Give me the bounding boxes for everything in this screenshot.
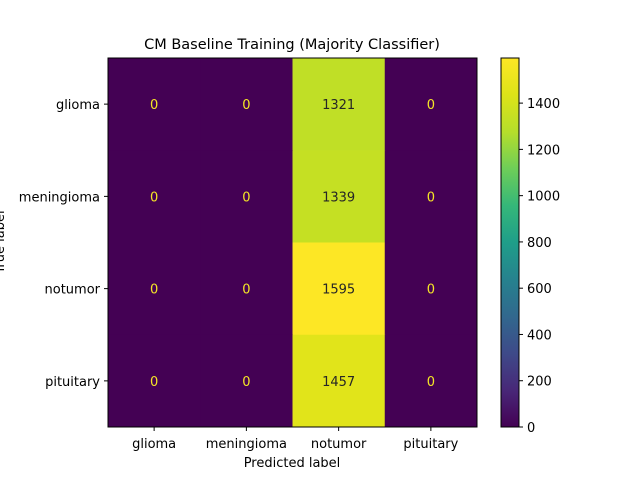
matrix-cell: [292, 150, 386, 243]
matrix-frame: [107, 57, 478, 428]
colorbar-tick-label: 600: [527, 282, 552, 297]
x-axis-label: Predicted label: [244, 456, 341, 471]
colorbar-tick-label: 1400: [527, 97, 560, 112]
matrix-cell: [384, 242, 478, 336]
matrix-cell-value: 1457: [322, 375, 355, 390]
colorbar: [500, 57, 520, 428]
matrix-cell: [108, 242, 201, 336]
matrix-cell: [200, 242, 293, 336]
matrix-cell-value: 0: [150, 375, 158, 390]
x-tick-label: notumor: [311, 437, 367, 452]
matrix-cell: [200, 334, 293, 428]
matrix-cell-value: 0: [427, 190, 435, 205]
colorbar-ticks: 0 200 400 600 800 1000 1200 1400: [519, 97, 560, 436]
matrix-cell-labels: 0 0 1321 0 0 0 1339 0 0 0 1595 0 0 0 1457 0: [150, 98, 435, 390]
x-tick-label: glioma: [132, 437, 176, 452]
matrix-cell-value: 0: [242, 375, 250, 390]
matrix-cell-value: 1595: [322, 283, 355, 298]
matrix-cell-value: 0: [427, 98, 435, 113]
matrix-cell: [108, 150, 201, 243]
matrix-cell: [292, 58, 386, 151]
y-tick-label: notumor: [45, 283, 101, 298]
matrix-cell-value: 0: [150, 98, 158, 113]
matrix-cell-value: 1321: [322, 98, 355, 113]
x-tick-label: meningioma: [206, 437, 287, 452]
matrix-cell-value: 0: [150, 190, 158, 205]
matrix-cell: [384, 58, 478, 151]
matrix-cell: [292, 334, 386, 428]
colorbar-tick-label: 800: [527, 236, 552, 251]
matrix-cell-value: 1339: [322, 190, 355, 205]
y-axis-ticks: glioma meningioma notumor pituitary: [19, 98, 108, 390]
y-tick-label: meningioma: [19, 190, 100, 205]
matrix-cell: [384, 150, 478, 243]
colorbar-tick-label: 400: [527, 328, 552, 343]
chart-title: CM Baseline Training (Majority Classifie…: [144, 37, 440, 53]
matrix-cell: [200, 150, 293, 243]
matrix-cells: [108, 58, 478, 428]
matrix-cell-value: 0: [427, 375, 435, 390]
colorbar-tick-label: 1000: [527, 190, 560, 205]
y-tick-label: pituitary: [45, 375, 100, 390]
matrix-cell-value: 0: [242, 283, 250, 298]
matrix-cell-value: 0: [427, 283, 435, 298]
matrix-cell-value: 0: [242, 190, 250, 205]
matrix-cell-value: 0: [242, 98, 250, 113]
x-tick-label: pituitary: [403, 437, 458, 452]
colorbar-tick-label: 0: [527, 421, 535, 436]
matrix-cell: [384, 334, 478, 428]
x-axis-ticks: glioma meningioma notumor pituitary: [132, 427, 459, 452]
colorbar-tick-label: 200: [527, 375, 552, 390]
y-axis-label: True label: [0, 210, 8, 274]
matrix-cell: [292, 242, 386, 336]
y-tick-label: glioma: [56, 98, 100, 113]
matrix-cell-value: 0: [150, 283, 158, 298]
colorbar-tick-label: 1200: [527, 143, 560, 158]
matrix-cell: [200, 58, 293, 151]
matrix-cell: [108, 334, 201, 428]
matrix-cell: [108, 58, 201, 151]
